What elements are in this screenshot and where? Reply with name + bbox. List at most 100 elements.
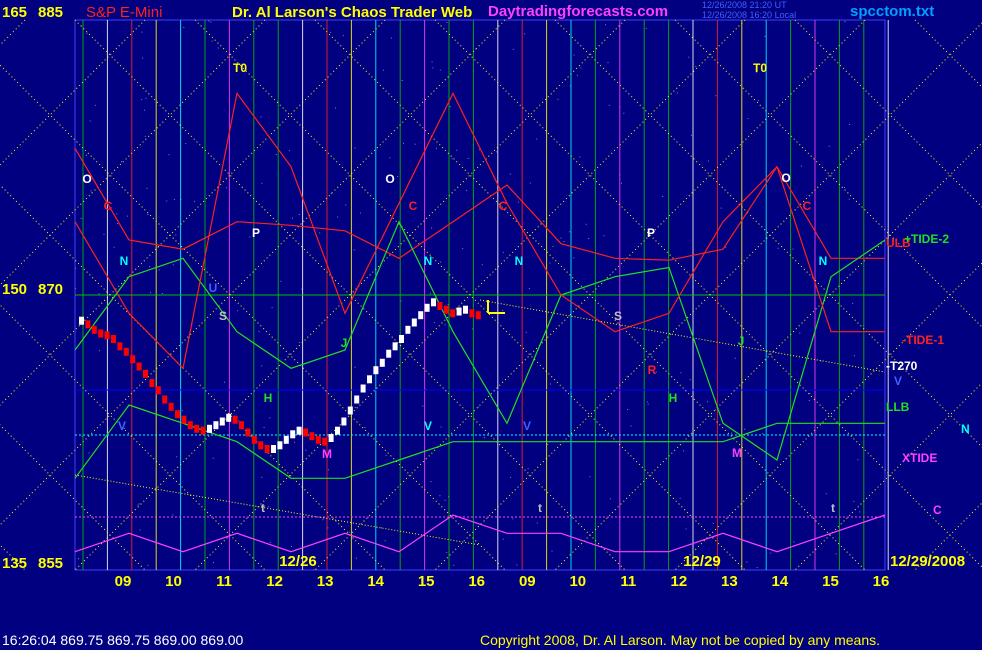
background-dot <box>630 425 632 427</box>
x-tick-label: 15 <box>418 573 435 590</box>
background-dot <box>268 506 270 508</box>
background-dot <box>447 304 449 306</box>
background-dot <box>147 564 149 566</box>
background-dot <box>301 288 303 290</box>
series-line-ulb <box>74 147 885 261</box>
background-dot <box>502 538 504 540</box>
x-tick-label: 11 <box>620 573 636 590</box>
right-label-tide1: -TIDE-1 <box>902 333 944 347</box>
vertical-line-label: J <box>738 334 745 348</box>
background-dot <box>756 71 758 73</box>
background-dot <box>126 215 128 217</box>
background-dot <box>695 66 697 67</box>
price-bar <box>213 421 219 430</box>
background-dot <box>291 546 292 547</box>
background-dot <box>550 383 551 385</box>
vertical-line-label: V <box>424 419 432 433</box>
right-label-llb: LLB <box>886 400 910 414</box>
background-dot <box>354 147 356 149</box>
price-bar <box>245 428 251 437</box>
price-scale-label: 150 <box>2 281 28 298</box>
background-dot <box>852 302 854 304</box>
x-tick-label: 09 <box>115 573 132 590</box>
background-dot <box>536 138 538 140</box>
background-dot <box>518 201 520 203</box>
vertical-line-label: V <box>523 419 531 433</box>
background-dot <box>261 182 263 184</box>
background-dot <box>94 104 96 106</box>
price-bar <box>175 410 180 419</box>
background-dot <box>446 22 448 23</box>
background-dot <box>143 109 145 111</box>
background-dot <box>400 300 402 302</box>
background-dot <box>258 331 260 333</box>
background-dot <box>433 322 435 324</box>
price-bar <box>104 331 110 340</box>
background-dot <box>857 459 859 461</box>
x-tick-label: 10 <box>569 573 586 590</box>
background-dot <box>238 420 240 422</box>
background-dot <box>859 511 861 513</box>
background-dot <box>603 235 605 237</box>
x-tick-label: 16 <box>468 573 485 590</box>
price-bar <box>418 311 424 320</box>
background-dot <box>551 550 553 552</box>
background-dot <box>354 407 356 408</box>
vertical-line-label: C <box>803 199 812 213</box>
background-dot <box>430 481 432 483</box>
diagonal-grid-line <box>914 19 982 88</box>
timestamp-utc: 12/26/2008 21:20 UT <box>702 0 787 10</box>
background-dot <box>217 47 219 49</box>
background-dot <box>607 62 609 64</box>
background-dot <box>747 118 749 120</box>
date-label: 12/29/2008 <box>890 553 965 570</box>
background-dot <box>328 469 329 471</box>
vertical-line-label: T0 <box>233 61 247 75</box>
background-dot <box>712 523 714 525</box>
background-dot <box>144 135 146 137</box>
background-dot <box>804 77 806 79</box>
background-dot <box>353 249 355 251</box>
background-dot <box>444 499 446 501</box>
background-dot <box>472 328 474 330</box>
price-bar <box>162 395 168 404</box>
background-dot <box>422 405 424 407</box>
background-dot <box>322 519 324 521</box>
background-dot <box>261 365 263 367</box>
background-dot <box>90 190 92 192</box>
price-bar <box>405 325 411 334</box>
date-label: 12/26 <box>279 553 317 570</box>
price-bar <box>303 428 308 437</box>
price-bar <box>111 335 116 343</box>
price-bar <box>98 329 104 338</box>
background-dot <box>385 454 387 456</box>
x-tick-label: 09 <box>519 573 536 590</box>
background-dot <box>430 292 431 294</box>
price-bar <box>123 347 129 356</box>
background-dot <box>103 233 105 235</box>
background-dot <box>212 457 214 459</box>
price-bar <box>207 424 212 433</box>
background-dot <box>690 134 692 136</box>
background-dot <box>621 182 622 184</box>
diagonal-grid-line <box>194 19 746 571</box>
price-bar <box>450 309 456 318</box>
background-dot <box>689 379 691 381</box>
background-dot <box>225 187 227 189</box>
background-dot <box>345 204 347 206</box>
background-dot <box>313 569 315 571</box>
price-bar <box>194 424 200 433</box>
trend-line <box>74 474 481 546</box>
price-bar <box>277 441 283 450</box>
background-dot <box>384 540 386 542</box>
background-dot <box>848 198 850 200</box>
background-dot <box>547 444 549 445</box>
background-dot <box>138 503 140 505</box>
price-scale-label: 870 <box>38 281 64 298</box>
price-bar <box>373 366 379 375</box>
price-bar <box>181 415 187 424</box>
site-link[interactable]: Daytradingforecasts.com <box>488 3 669 20</box>
vertical-line-label: O <box>781 171 790 185</box>
background-dot <box>527 468 529 470</box>
background-dot <box>579 156 581 158</box>
